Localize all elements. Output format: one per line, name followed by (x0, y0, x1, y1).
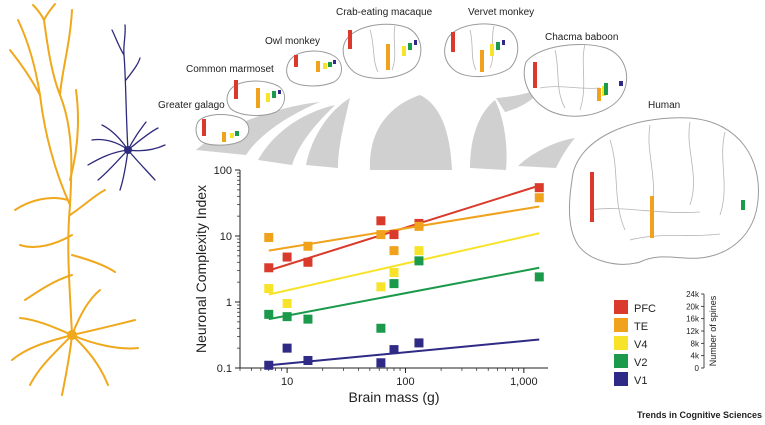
brain-chacma-baboon (523, 43, 628, 117)
point-v2-3 (376, 323, 386, 333)
legend: PFC TE V4 V2 V1 (614, 300, 656, 387)
species-label-vervet-monkey: Vervet monkey (468, 7, 534, 18)
point-v2-1 (282, 312, 292, 322)
point-v1-2 (303, 355, 313, 365)
spine-tick-label-3: 12k (686, 327, 700, 336)
point-v2-0 (264, 309, 274, 319)
legend-swatch-v1 (614, 372, 628, 386)
legend-swatch-v2 (614, 354, 628, 368)
brain-human (569, 117, 759, 265)
trend-line-te (268, 205, 540, 252)
point-te-0 (264, 232, 274, 242)
spine-scale-title: Number of spines (708, 295, 718, 366)
point-pfc-4 (389, 230, 399, 240)
species-label-owl-monkey: Owl monkey (265, 36, 320, 47)
point-v4-2 (376, 282, 386, 292)
x-tick-label-2: 1,000 (510, 376, 538, 388)
point-pfc-1 (282, 252, 292, 262)
point-pfc-0 (264, 263, 274, 273)
legend-swatch-pfc (614, 300, 628, 314)
brain-crab-eating-macaque (342, 23, 422, 79)
point-v4-0 (264, 284, 274, 294)
trend-line-v2 (268, 266, 540, 321)
legend-label-v1: V1 (634, 375, 647, 387)
trend-line-v4 (268, 232, 540, 296)
x-tick-label-0: 10 (281, 376, 293, 388)
point-te-2 (376, 230, 386, 240)
point-te-4 (414, 221, 424, 231)
point-v4-4 (414, 246, 424, 256)
x-tick-label-1: 100 (396, 376, 414, 388)
point-te-1 (303, 241, 313, 251)
spine-scale: 24k 20k 16k 12k 8k 4k 0 Number of spines (686, 290, 718, 373)
brain-owl-monkey (286, 50, 342, 87)
point-pfc-6 (534, 183, 544, 193)
species-label-human: Human (648, 100, 680, 111)
spine-tick-label-2: 16k (686, 315, 700, 324)
point-v4-3 (389, 267, 399, 277)
point-te-3 (389, 246, 399, 256)
point-te-5 (534, 193, 544, 203)
point-v4-1 (282, 298, 292, 308)
scatter-plot: 10 100 1,000 0.1 1 10 100 Brain mass (g) Neur… (193, 165, 548, 405)
point-v1-1 (282, 343, 292, 353)
point-v1-0 (264, 360, 274, 370)
legend-label-te: TE (634, 321, 648, 333)
point-v1-5 (414, 338, 424, 348)
point-v2-2 (303, 314, 313, 324)
species-label-greater-galago: Greater galago (158, 100, 225, 111)
spine-tick-label-5: 4k (691, 352, 700, 361)
spine-tick-label-4: 8k (691, 339, 700, 348)
y-tick-label-2: 10 (220, 231, 232, 243)
brain-greater-galago (195, 114, 250, 146)
point-v2-4 (389, 279, 399, 289)
point-v1-3 (376, 358, 386, 368)
point-v2-6 (534, 272, 544, 282)
legend-swatch-v4 (614, 336, 628, 350)
credit-text: Trends in Cognitive Sciences (637, 410, 762, 420)
pyramidal-neuron-orange (9, 3, 139, 396)
legend-label-v2: V2 (634, 357, 647, 369)
legend-label-pfc: PFC (634, 303, 656, 315)
point-pfc-2 (303, 257, 313, 267)
spine-tick-label-6: 0 (695, 364, 700, 373)
spine-tick-label-0: 24k (686, 290, 700, 299)
brain-common-marmoset (226, 80, 285, 116)
species-label-crab-eating-macaque: Crab-eating macaque (336, 7, 433, 18)
x-axis-title: Brain mass (g) (348, 389, 439, 405)
point-pfc-3 (376, 216, 386, 226)
y-tick-label-0: 0.1 (217, 363, 232, 375)
y-tick-label-1: 1 (226, 297, 232, 309)
brain-vervet-monkey (444, 23, 519, 77)
species-labels: Greater galago Common marmoset Owl monke… (158, 7, 680, 111)
point-v2-5 (414, 256, 424, 266)
y-axis-title: Neuronal Complexity Index (193, 185, 209, 353)
spine-tick-label-1: 20k (686, 302, 700, 311)
legend-label-v4: V4 (634, 339, 647, 351)
trend-lines (268, 184, 540, 367)
y-tick-label-3: 100 (214, 165, 232, 177)
stellate-neuron-blue (87, 24, 166, 191)
spine-scale-ticks: 24k 20k 16k 12k 8k 4k 0 (686, 290, 704, 373)
y-axis-ticks: 0.1 1 10 100 (214, 165, 240, 375)
legend-swatch-te (614, 318, 628, 332)
x-axis-ticks: 10 100 1,000 (239, 368, 538, 388)
point-v1-4 (389, 345, 399, 355)
trend-line-v1 (268, 338, 540, 367)
species-label-chacma-baboon: Chacma baboon (545, 32, 618, 43)
species-label-common-marmoset: Common marmoset (186, 64, 274, 75)
data-points (264, 183, 544, 370)
